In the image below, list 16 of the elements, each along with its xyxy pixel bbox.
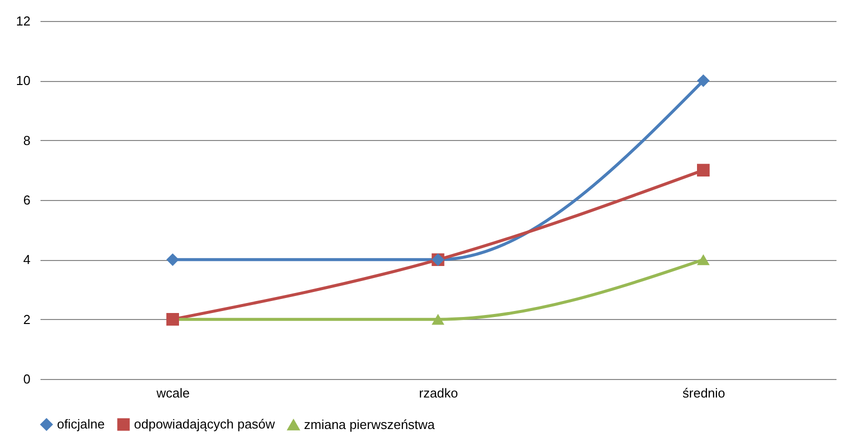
- y-tick-label: 12: [16, 14, 30, 28]
- point: [697, 164, 710, 176]
- y-tick-label: 0: [23, 372, 30, 386]
- legend-label: oficjalne: [57, 416, 105, 432]
- y-tick-label: 2: [23, 312, 30, 327]
- x-tick-label: wcale: [156, 386, 190, 400]
- point: [166, 253, 179, 266]
- y-tick-label: 4: [23, 252, 30, 268]
- y-tick-label: 6: [23, 192, 30, 208]
- legend-label: zmiana pierwszeństwa: [304, 416, 436, 432]
- x-tick-label: rzadko: [418, 386, 458, 400]
- y-tick-label: 8: [23, 132, 30, 148]
- point: [697, 74, 710, 87]
- y-tick-label: 10: [16, 73, 30, 88]
- legend-label: odpowiadających pasów: [134, 416, 276, 432]
- x-tick-label: średnio: [682, 386, 726, 400]
